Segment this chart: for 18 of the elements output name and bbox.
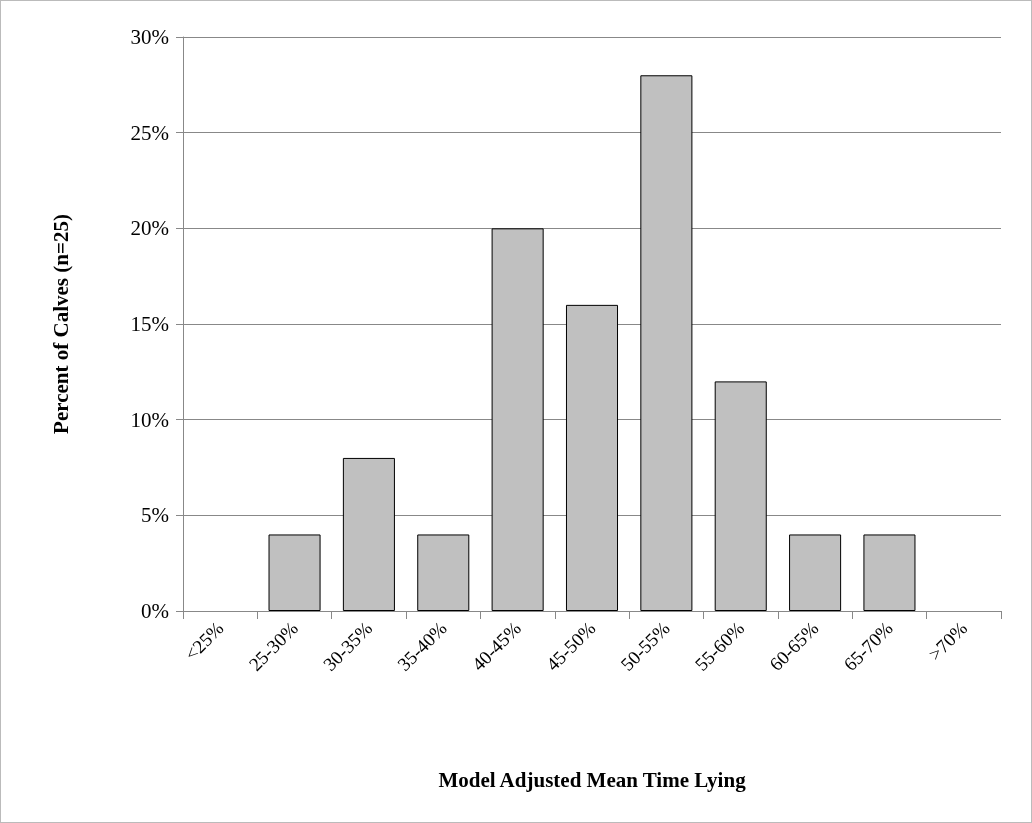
bar [491, 228, 544, 611]
bar [714, 381, 767, 611]
y-axis-title: Percent of Calves (n=25) [48, 214, 73, 434]
x-axis-title: Model Adjusted Mean Time Lying [438, 767, 747, 792]
y-tick-label: 10% [130, 407, 169, 432]
bar [863, 534, 916, 611]
y-tick-label: 15% [130, 312, 169, 336]
y-tick-label: 0% [141, 599, 169, 623]
bar [342, 457, 395, 611]
bar [268, 534, 321, 611]
bar [565, 304, 619, 611]
y-tick-label: 25% [130, 120, 169, 145]
bar [417, 534, 470, 611]
y-tick-label: 5% [141, 503, 169, 528]
bar [789, 534, 842, 611]
y-tick-label: 30% [130, 25, 169, 49]
bar [640, 75, 693, 611]
y-tick-label: 20% [130, 216, 169, 241]
